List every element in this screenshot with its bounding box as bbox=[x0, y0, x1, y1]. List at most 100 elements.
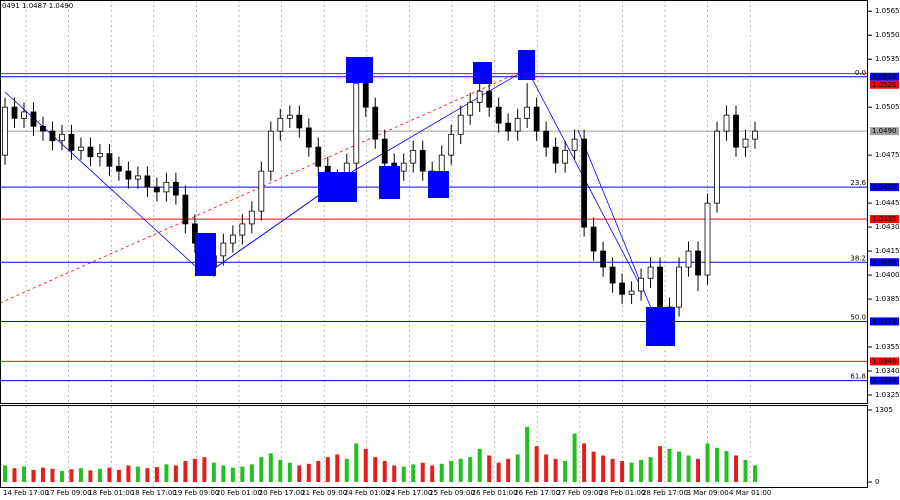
price-label-box bbox=[870, 376, 899, 385]
candle-body bbox=[419, 149, 426, 172]
volume-bar bbox=[259, 457, 264, 482]
volume-bar bbox=[192, 458, 197, 482]
y-tick-label: 1.0355 bbox=[875, 343, 900, 351]
volume-bar bbox=[439, 463, 444, 482]
candle-body bbox=[239, 223, 246, 236]
candle-body bbox=[571, 138, 578, 151]
volume-bar bbox=[287, 462, 292, 482]
candle-body bbox=[533, 106, 540, 132]
volume-bar bbox=[544, 454, 549, 482]
fib-label: 38.2 bbox=[850, 254, 866, 262]
markers bbox=[195, 50, 675, 346]
candle-body bbox=[305, 127, 312, 148]
price-frame bbox=[0, 0, 868, 404]
volume-bar bbox=[629, 462, 634, 482]
candle-body bbox=[144, 175, 151, 188]
price-label-box bbox=[870, 215, 899, 224]
y-tick-label: 1.0505 bbox=[875, 103, 900, 111]
price-label: 1.0455 bbox=[872, 183, 897, 191]
x-tick-label: 24 Feb 01:00 bbox=[344, 489, 390, 497]
volume-bar bbox=[40, 467, 45, 482]
volume-bar bbox=[12, 468, 17, 482]
candle-body bbox=[543, 130, 550, 148]
volume-bar bbox=[639, 459, 644, 482]
candle-body bbox=[628, 290, 635, 295]
y-tick-label: 1.0400 bbox=[875, 271, 900, 279]
price-label: 1.0526 bbox=[872, 81, 897, 89]
volumes bbox=[3, 426, 757, 482]
grid bbox=[25, 0, 751, 487]
x-tick-label: 26 Feb 17:00 bbox=[514, 489, 560, 497]
marker-box bbox=[646, 307, 675, 346]
y-tick-label: 1.0385 bbox=[875, 295, 900, 303]
candle-body bbox=[562, 149, 569, 164]
volume-bar bbox=[69, 469, 74, 482]
x-tick-label: 14 Feb 17:00 bbox=[3, 489, 49, 497]
volume-bar bbox=[411, 464, 416, 482]
volume-bar bbox=[667, 448, 672, 482]
candle-body bbox=[704, 202, 711, 276]
volume-bar bbox=[705, 443, 710, 482]
volume-bar bbox=[601, 455, 606, 482]
volume-bar bbox=[88, 470, 93, 482]
volume-bar bbox=[373, 457, 378, 482]
y-tick-label: 1.0430 bbox=[875, 223, 900, 231]
volume-bar bbox=[534, 446, 539, 482]
axis: 1.0565 1.0550 1.0535 1.0505 1.0475 1.0445 1.04… bbox=[3, 7, 899, 497]
volume-bar bbox=[506, 458, 511, 482]
volume-bar bbox=[21, 466, 26, 482]
candle-body bbox=[11, 106, 18, 119]
price-label: 1.0524 bbox=[872, 73, 897, 81]
volume-bar bbox=[496, 462, 501, 482]
fib-label: 50.0 bbox=[850, 313, 866, 321]
candle-body bbox=[524, 106, 531, 119]
candle-body bbox=[742, 138, 749, 148]
candle-body bbox=[163, 181, 170, 193]
candle-body bbox=[505, 122, 512, 132]
fib-label: 23.6 bbox=[850, 179, 866, 187]
candle-body bbox=[752, 130, 758, 140]
info-title: 0491 1.0487 1.0490 bbox=[2, 2, 73, 10]
candle-body bbox=[647, 266, 654, 279]
volume-bar bbox=[382, 461, 387, 482]
candle-body bbox=[676, 266, 682, 308]
volume-tick-label: 1305 bbox=[875, 406, 893, 414]
candle-body bbox=[448, 133, 455, 156]
volume-bar bbox=[515, 454, 520, 482]
fib-label: 61.8 bbox=[850, 373, 866, 381]
candle-body bbox=[400, 162, 407, 172]
y-tick-label: 1.0415 bbox=[875, 247, 900, 255]
volume-bar bbox=[734, 455, 739, 482]
volume-bar bbox=[477, 448, 482, 482]
y-tick-label: 1.0445 bbox=[875, 199, 900, 207]
volume-bar bbox=[620, 461, 625, 482]
volume-bar bbox=[715, 447, 720, 482]
fib-label: 0.0 bbox=[855, 69, 866, 77]
candle-body bbox=[695, 250, 701, 276]
volume-bar bbox=[154, 467, 159, 482]
x-tick-label: 20 Feb 17:00 bbox=[259, 489, 305, 497]
candle-body bbox=[514, 117, 521, 132]
x-tick-label: 20 Feb 01:00 bbox=[216, 489, 262, 497]
candle-body bbox=[277, 117, 284, 132]
volume-bar bbox=[97, 468, 102, 482]
volume-bar bbox=[306, 463, 311, 482]
price-label-box bbox=[870, 127, 899, 136]
volume-bar bbox=[582, 443, 587, 482]
x-tick-label: 26 Feb 01:00 bbox=[472, 489, 518, 497]
candle-body bbox=[267, 130, 274, 172]
candle-body bbox=[609, 266, 616, 284]
volume-bar bbox=[648, 457, 653, 482]
candle-body bbox=[40, 125, 46, 132]
volume-bar bbox=[525, 426, 530, 482]
candle-body bbox=[116, 165, 122, 172]
volume-bar bbox=[325, 457, 330, 482]
price-label: 1.0435 bbox=[872, 215, 897, 223]
candle-body bbox=[381, 138, 388, 164]
y-tick-label: 1.0550 bbox=[875, 31, 900, 39]
volume-bar bbox=[572, 433, 577, 482]
volume-bar bbox=[449, 461, 454, 482]
price-label: 1.0490 bbox=[872, 127, 897, 135]
candle-body bbox=[685, 250, 692, 268]
